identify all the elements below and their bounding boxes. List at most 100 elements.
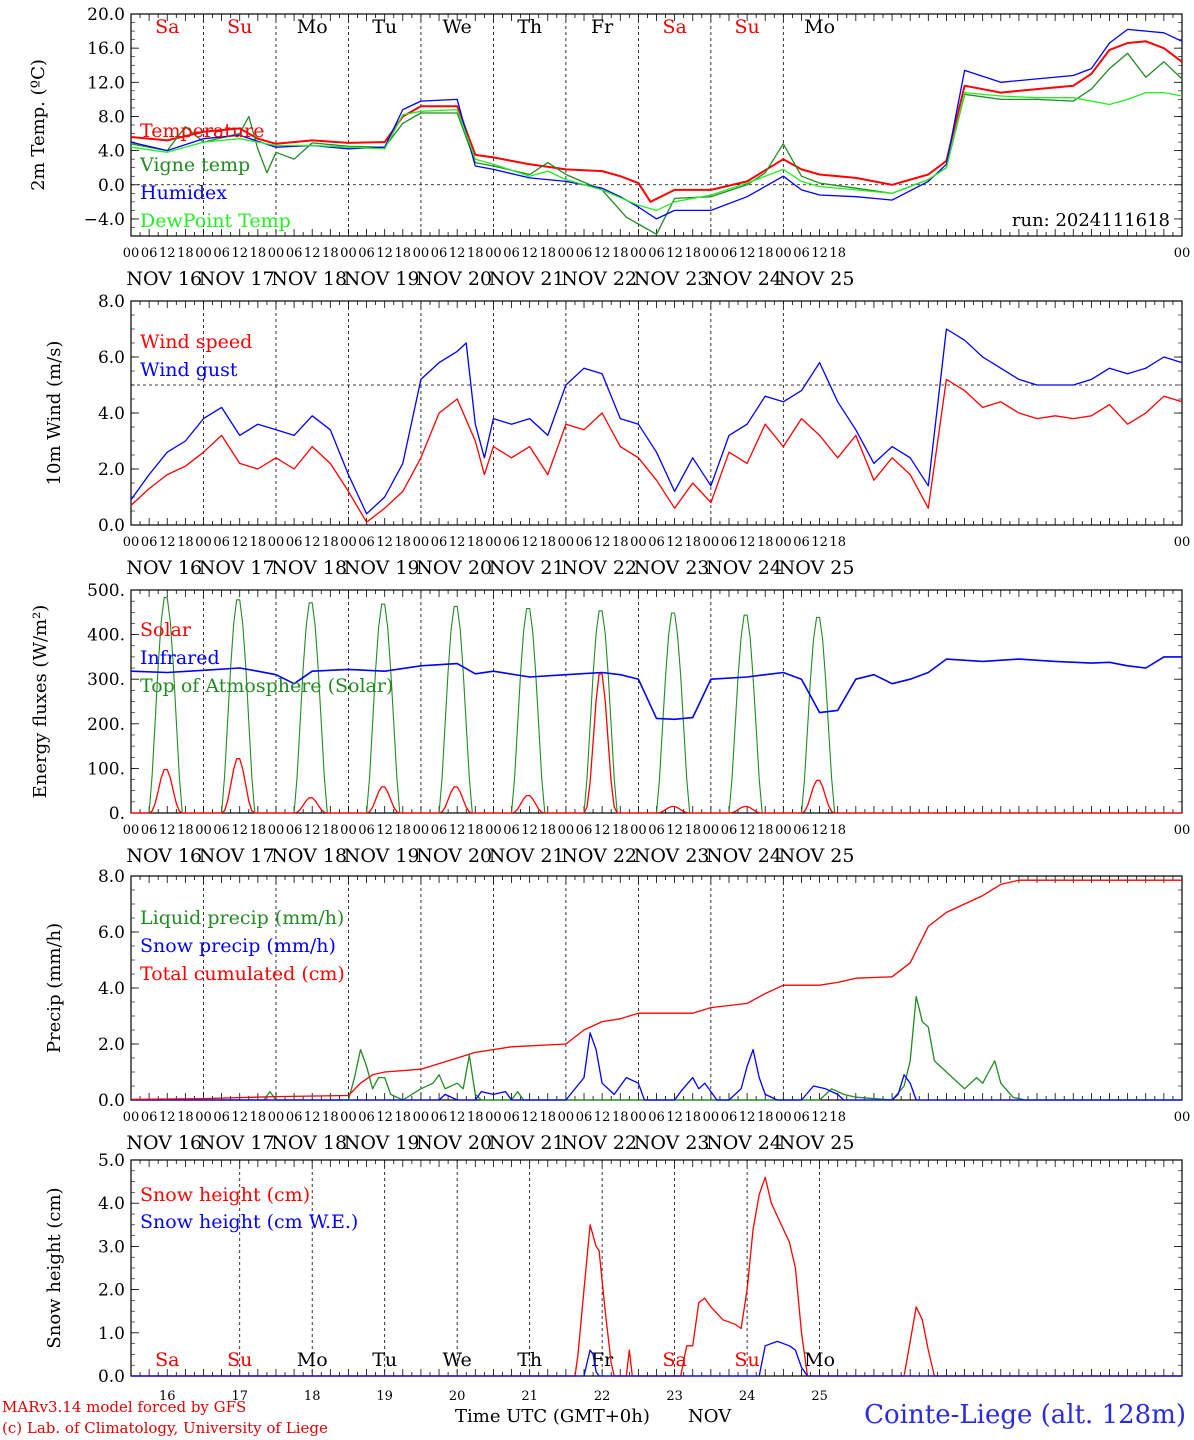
x-hour-label: 18	[395, 535, 412, 550]
x-date-label: NOV 21	[489, 1132, 565, 1154]
weekday-label: Su	[227, 1349, 252, 1371]
plot-frame	[130, 300, 1183, 526]
x-hour-label: 00	[703, 535, 720, 550]
x-hour-label: 18	[177, 535, 194, 550]
x-hour-label: 18	[250, 823, 267, 838]
x-date-label: NOV 22	[561, 845, 637, 867]
x-hour-label: 12	[594, 246, 611, 261]
x-hour-label: 06	[793, 1110, 810, 1125]
plot-frame	[130, 589, 1183, 814]
x-hour-label: 06	[213, 535, 230, 550]
weekday-label: Sa	[662, 1349, 686, 1371]
x-date-label: NOV 24	[706, 268, 782, 290]
y-axis-title: 2m Temp. (ºC)	[28, 59, 49, 191]
x-hour-label: 12	[521, 823, 538, 838]
x-hour-label: 06	[431, 823, 448, 838]
x-day-number: 24	[739, 1389, 756, 1404]
x-hour-label: 12	[811, 535, 828, 550]
x-hour-label: 18	[467, 246, 484, 261]
x-date-label: NOV 17	[199, 268, 275, 290]
series-solar	[131, 673, 1182, 814]
x-hour-label: 06	[793, 535, 810, 550]
x-hour-label: 12	[304, 246, 321, 261]
x-axis-label: Time UTC (GMT+0h)	[455, 1406, 650, 1427]
x-hour-label: 12	[449, 246, 466, 261]
x-hour-label: 00	[413, 535, 430, 550]
x-hour-label: 00	[413, 823, 430, 838]
y-tick-label: 3.0	[98, 1237, 125, 1257]
y-tick-label: 16.0	[87, 39, 125, 59]
x-date-label: NOV 19	[344, 557, 420, 579]
x-hour-label: 12	[304, 1110, 321, 1125]
x-hour-label: 06	[286, 535, 303, 550]
x-hour-label: 18	[467, 823, 484, 838]
y-tick-label: 20.0	[87, 5, 125, 25]
x-hour-label: 00	[1174, 823, 1191, 838]
y-tick-label: 8.0	[98, 867, 125, 887]
x-hour-label: 06	[721, 1110, 738, 1125]
x-hour-label: 12	[811, 246, 828, 261]
panel-temp: 20.0 16.0 12.0 8.0 4.0 0.0 −4.0 2m Temp. (ºC) 00…	[28, 5, 1190, 290]
x-hour-label: 00	[485, 246, 502, 261]
legend-entry: Vigne temp	[139, 154, 250, 176]
legend-entry: Wind gust	[140, 359, 238, 381]
legend-entry: Total cumulated (cm)	[140, 963, 345, 985]
x-hour-label: 18	[684, 823, 701, 838]
x-hour-label: 12	[231, 246, 248, 261]
x-date-label: NOV 21	[489, 557, 565, 579]
weekday-label: Fr	[591, 16, 614, 38]
x-hour-label: 06	[213, 246, 230, 261]
x-hour-label: 00	[485, 535, 502, 550]
x-day-number: 23	[666, 1389, 683, 1404]
legend-entry: Humidex	[140, 182, 227, 204]
series-wind-speed	[130, 378, 1183, 523]
x-hour-label: 18	[395, 1110, 412, 1125]
series-liquid-precip-mm-h-	[131, 995, 1182, 1101]
x-hour-label: 12	[449, 535, 466, 550]
x-hour-label: 06	[286, 1110, 303, 1125]
x-hour-label: 00	[1174, 535, 1191, 550]
x-date-label: NOV 20	[416, 845, 492, 867]
x-date-label: NOV 18	[271, 845, 347, 867]
x-hour-label: 18	[322, 823, 339, 838]
x-hour-label: 06	[431, 535, 448, 550]
x-date-label: NOV 22	[561, 268, 637, 290]
y-tick-label: 2.0	[98, 1281, 125, 1301]
y-tick-label: 0.0	[98, 176, 125, 196]
series-snow-height-cm-w-e-	[131, 1340, 1182, 1377]
x-hour-label: 18	[177, 823, 194, 838]
weekday-label: Su	[227, 16, 252, 38]
x-hour-label: 06	[576, 246, 593, 261]
x-hour-label: 00	[630, 535, 647, 550]
x-hour-label: 00	[703, 1110, 720, 1125]
x-hour-label: 18	[322, 1110, 339, 1125]
x-date-label: NOV 18	[271, 1132, 347, 1154]
weekday-label: Mo	[297, 1349, 328, 1371]
x-day-number: 19	[376, 1389, 393, 1404]
x-hour-label: 06	[358, 823, 375, 838]
x-date-label: NOV 18	[271, 268, 347, 290]
x-hour-label: 06	[503, 823, 520, 838]
x-day-number: 22	[594, 1389, 611, 1404]
x-hour-label: 06	[358, 535, 375, 550]
x-date-label: NOV 23	[634, 268, 710, 290]
x-date-label: NOV 24	[706, 845, 782, 867]
x-hour-label: 00	[268, 823, 285, 838]
x-hour-label: 18	[829, 246, 846, 261]
x-hour-label: 12	[304, 535, 321, 550]
legend-entry: Snow height (cm)	[140, 1184, 310, 1206]
x-hour-label: 06	[141, 246, 158, 261]
x-date-label: NOV 18	[271, 557, 347, 579]
weekday-label: Tu	[372, 1349, 397, 1371]
lab-credit: (c) Lab. of Climatology, University of L…	[2, 1419, 328, 1437]
x-hour-label: 00	[195, 535, 212, 550]
x-hour-label: 18	[467, 1110, 484, 1125]
y-axis-title: Precip (mm/h)	[44, 923, 65, 1053]
month-label: NOV	[688, 1406, 732, 1427]
x-hour-label: 06	[503, 246, 520, 261]
x-hour-label: 00	[558, 1110, 575, 1125]
y-tick-label: 6.0	[98, 348, 125, 368]
x-date-label: NOV 16	[126, 1132, 202, 1154]
y-tick-label: 4.0	[98, 404, 125, 424]
